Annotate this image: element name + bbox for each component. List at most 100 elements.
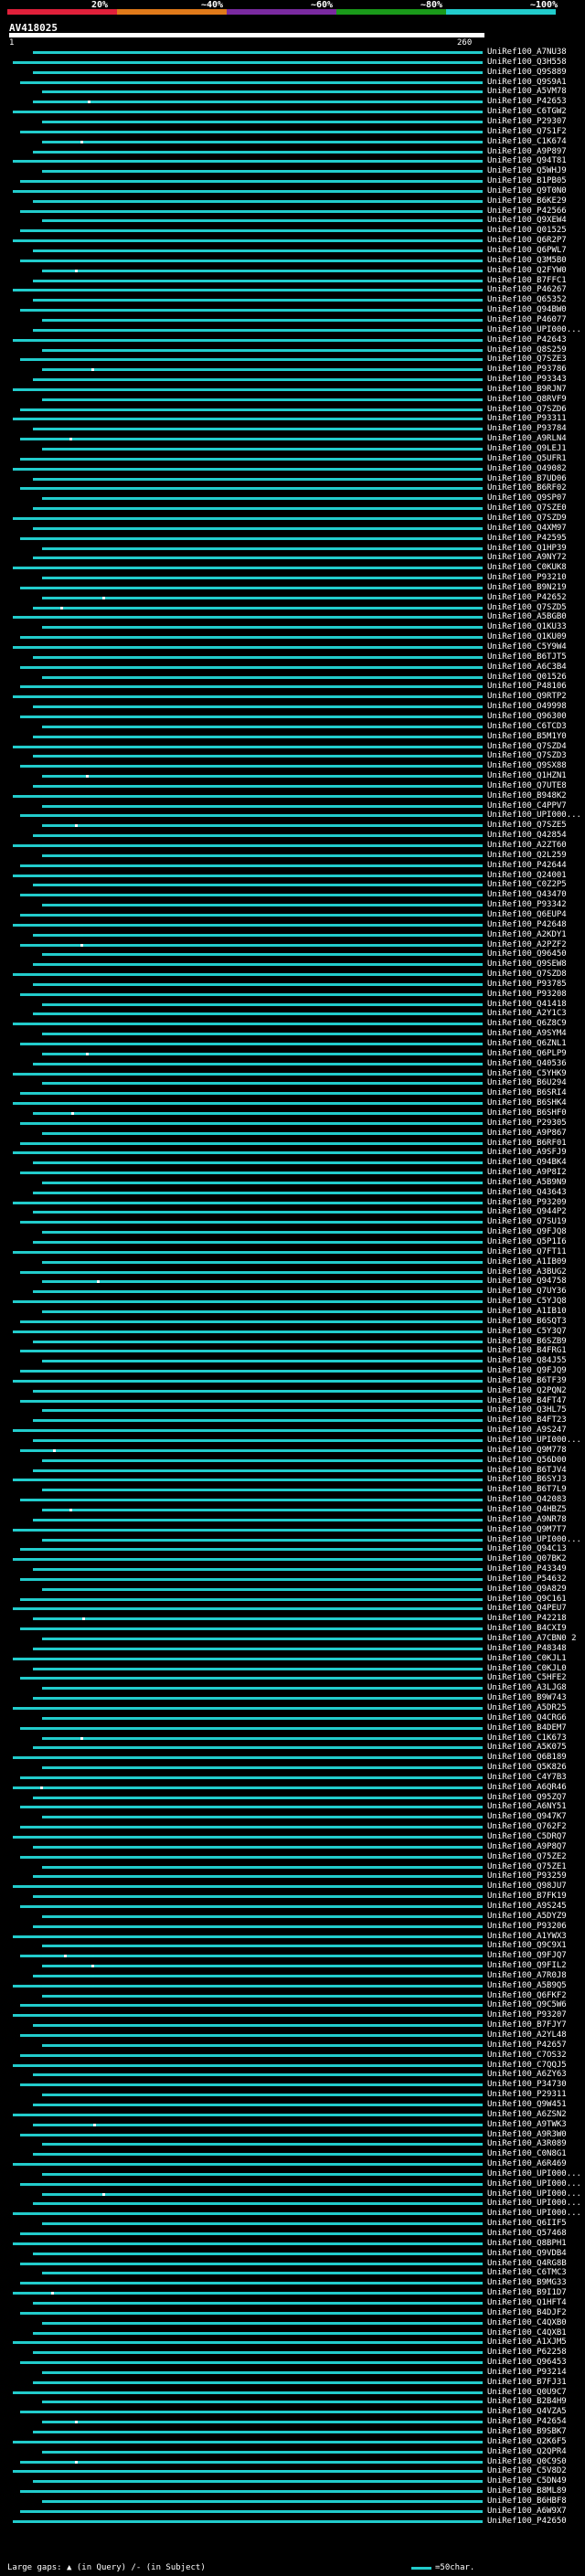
hit-bar[interactable] xyxy=(20,130,483,133)
hit-label[interactable]: UniRef100_P93259 xyxy=(487,1871,567,1882)
hit-bar[interactable] xyxy=(33,1191,483,1194)
hit-bar[interactable] xyxy=(33,557,483,560)
hit-label[interactable]: UniRef100_UPI000... xyxy=(487,2209,581,2219)
hit-bar[interactable] xyxy=(13,2163,483,2167)
hit-label[interactable]: UniRef100_A6R469 xyxy=(487,2159,567,2169)
hit-bar[interactable] xyxy=(13,418,483,421)
hit-bar[interactable] xyxy=(20,487,483,491)
hit-label[interactable]: UniRef100_A6QR46 xyxy=(487,1782,567,1792)
hit-bar[interactable] xyxy=(42,2321,483,2325)
hit-bar[interactable] xyxy=(33,1796,483,1799)
hit-bar[interactable] xyxy=(42,448,483,451)
hit-label[interactable]: UniRef100_Q9M7T7 xyxy=(487,1524,567,1534)
hit-bar[interactable] xyxy=(20,229,483,233)
hit-label[interactable]: UniRef100_P42654 xyxy=(487,2417,567,2427)
hit-bar[interactable] xyxy=(20,685,483,689)
hit-bar[interactable] xyxy=(20,1141,483,1145)
hit-label[interactable]: UniRef100_Q9W451 xyxy=(487,2099,567,2109)
hit-bar[interactable] xyxy=(13,874,483,877)
hit-label[interactable]: UniRef100_Q6Z8C9 xyxy=(487,1019,567,1029)
hit-bar[interactable] xyxy=(33,1746,483,1750)
hit-label[interactable]: UniRef100_Q9A829 xyxy=(487,1584,567,1594)
hit-label[interactable]: UniRef100_Q1KU33 xyxy=(487,622,567,632)
hit-label[interactable]: UniRef100_Q7SZD9 xyxy=(487,513,567,523)
hit-bar[interactable] xyxy=(42,269,483,272)
hit-label[interactable]: UniRef100_B4FT23 xyxy=(487,1415,567,1426)
hit-label[interactable]: UniRef100_A6NY51 xyxy=(487,1802,567,1812)
hit-bar[interactable] xyxy=(20,913,483,917)
hit-label[interactable]: UniRef100_B6RF01 xyxy=(487,1138,567,1148)
hit-label[interactable]: UniRef100_C6TCD3 xyxy=(487,721,567,731)
hit-label[interactable]: UniRef100_Q4CRG6 xyxy=(487,1712,567,1723)
hit-label[interactable]: UniRef100_Q42854 xyxy=(487,831,567,841)
hit-bar[interactable] xyxy=(20,1171,483,1175)
hit-label[interactable]: UniRef100_B7FJ31 xyxy=(487,2377,567,2387)
hit-bar[interactable] xyxy=(42,140,483,143)
hit-label[interactable]: UniRef100_A7NU38 xyxy=(487,48,567,57)
hit-bar[interactable] xyxy=(13,2063,483,2067)
hit-label[interactable]: UniRef100_C5V8D2 xyxy=(487,2466,567,2476)
hit-label[interactable]: UniRef100_Q3M5B0 xyxy=(487,255,567,265)
hit-label[interactable]: UniRef100_C5Y3Q7 xyxy=(487,1326,567,1336)
hit-bar[interactable] xyxy=(42,1687,483,1691)
hit-bar[interactable] xyxy=(20,715,483,718)
hit-bar[interactable] xyxy=(33,2123,483,2126)
hit-label[interactable]: UniRef100_A5K075 xyxy=(487,1743,567,1753)
hit-bar[interactable] xyxy=(42,219,483,223)
hit-label[interactable]: UniRef100_B6TJV4 xyxy=(487,1465,567,1475)
hit-bar[interactable] xyxy=(33,1062,483,1065)
hit-label[interactable]: UniRef100_A1IB10 xyxy=(487,1306,567,1316)
hit-label[interactable]: UniRef100_A2Y1C3 xyxy=(487,1009,567,1019)
hit-bar[interactable] xyxy=(33,2103,483,2106)
hit-label[interactable]: UniRef100_Q7FT11 xyxy=(487,1246,567,1256)
hit-bar[interactable] xyxy=(13,239,483,243)
hit-bar[interactable] xyxy=(33,655,483,659)
hit-bar[interactable] xyxy=(42,1309,483,1313)
hit-label[interactable]: UniRef100_Q07BK2 xyxy=(487,1554,567,1564)
hit-bar[interactable] xyxy=(33,735,483,738)
hit-label[interactable]: UniRef100_A9SYM4 xyxy=(487,1029,567,1039)
hit-bar[interactable] xyxy=(33,1697,483,1701)
hit-bar[interactable] xyxy=(42,2094,483,2097)
hit-label[interactable]: UniRef100_Q8S259 xyxy=(487,345,567,355)
hit-bar[interactable] xyxy=(33,1290,483,1294)
hit-label[interactable]: UniRef100_Q1HZN1 xyxy=(487,771,567,781)
hit-bar[interactable] xyxy=(42,398,483,401)
hit-bar[interactable] xyxy=(33,2024,483,2028)
hit-bar[interactable] xyxy=(13,2470,483,2474)
hit-label[interactable]: UniRef100_C0Z2P5 xyxy=(487,880,567,890)
hit-bar[interactable] xyxy=(33,1518,483,1521)
hit-bar[interactable] xyxy=(42,1965,483,1968)
hit-bar[interactable] xyxy=(33,2202,483,2206)
hit-bar[interactable] xyxy=(20,2034,483,2037)
hit-bar[interactable] xyxy=(20,1597,483,1601)
hit-bar[interactable] xyxy=(13,1607,483,1611)
hit-label[interactable]: UniRef100_Q3HL75 xyxy=(487,1405,567,1415)
hit-bar[interactable] xyxy=(33,1468,483,1472)
hit-label[interactable]: UniRef100_Q5UFR1 xyxy=(487,453,567,463)
hit-bar[interactable] xyxy=(33,2252,483,2255)
hit-label[interactable]: UniRef100_P42648 xyxy=(487,919,567,929)
hit-bar[interactable] xyxy=(42,577,483,580)
hit-bar[interactable] xyxy=(33,1647,483,1650)
hit-label[interactable]: UniRef100_A5DR25 xyxy=(487,1702,567,1712)
hit-label[interactable]: UniRef100_A1YWX3 xyxy=(487,1931,567,1941)
hit-label[interactable]: UniRef100_Q75ZE2 xyxy=(487,1851,567,1861)
hit-label[interactable]: UniRef100_Q75ZE1 xyxy=(487,1861,567,1871)
hit-bar[interactable] xyxy=(13,387,483,391)
hit-label[interactable]: UniRef100_A6W9X7 xyxy=(487,2506,567,2516)
hit-label[interactable]: UniRef100_Q9XEW4 xyxy=(487,216,567,226)
hit-bar[interactable] xyxy=(42,2370,483,2374)
hit-bar[interactable] xyxy=(13,923,483,927)
hit-bar[interactable] xyxy=(33,1389,483,1393)
hit-label[interactable]: UniRef100_P48348 xyxy=(487,1643,567,1653)
hit-label[interactable]: UniRef100_Q7UTE8 xyxy=(487,780,567,790)
hit-label[interactable]: UniRef100_Q7UY36 xyxy=(487,1287,567,1297)
hit-bar[interactable] xyxy=(20,309,483,313)
hit-bar[interactable] xyxy=(42,120,483,123)
hit-bar[interactable] xyxy=(33,279,483,282)
hit-label[interactable]: UniRef100_Q7SZE3 xyxy=(487,355,567,365)
hit-bar[interactable] xyxy=(20,636,483,640)
hit-bar[interactable] xyxy=(13,467,483,471)
hit-label[interactable]: UniRef100_P93311 xyxy=(487,414,567,424)
